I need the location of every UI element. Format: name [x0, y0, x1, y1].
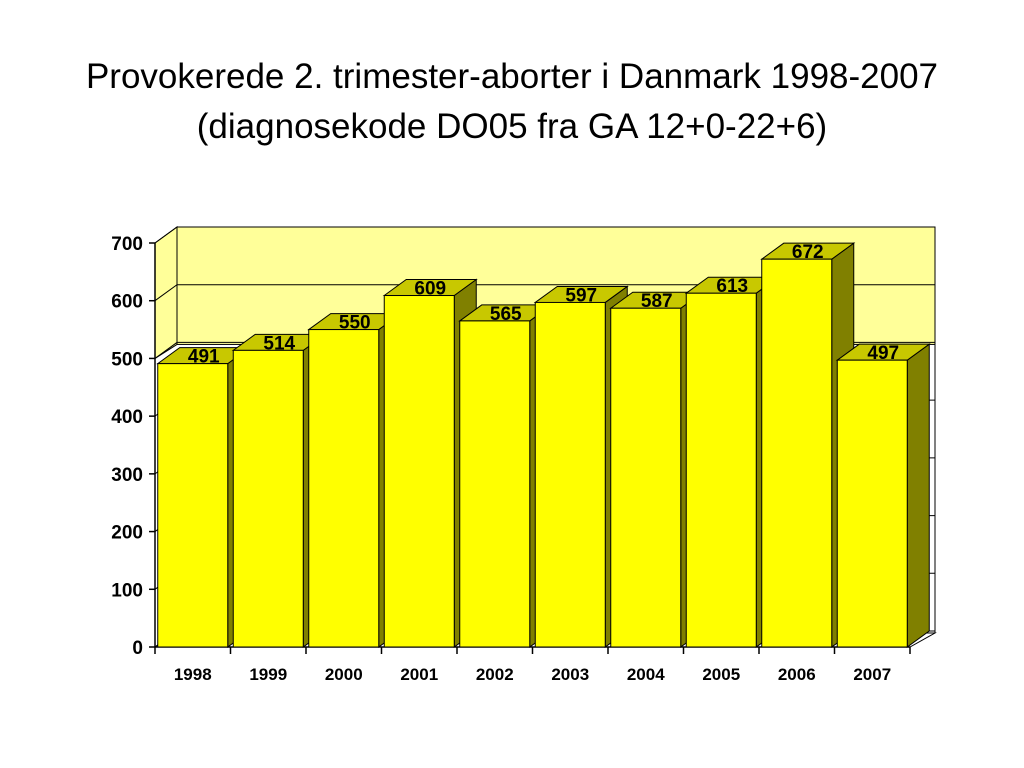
data-label: 587 — [641, 291, 673, 312]
x-tick-label: 2006 — [778, 665, 816, 684]
bar-front — [685, 292, 757, 648]
bar-front — [459, 320, 531, 648]
y-tick-label: 700 — [111, 234, 143, 255]
data-label: 550 — [339, 313, 371, 334]
y-tick-label: 600 — [111, 292, 143, 313]
data-labels: 491 514 550 609 565 597 587 613 672 497 — [188, 242, 899, 367]
data-label: 565 — [490, 304, 522, 325]
bar-front — [534, 301, 606, 648]
bar-front — [836, 359, 908, 648]
x-tick-label: 2000 — [325, 665, 363, 684]
gridline-700 — [154, 226, 935, 244]
gridline-600 — [154, 284, 935, 302]
data-label: 514 — [263, 333, 295, 354]
y-tick-label: 100 — [111, 580, 143, 601]
bar-front — [232, 349, 304, 648]
data-label: 497 — [867, 343, 899, 364]
bar-series — [156, 242, 931, 648]
data-label: 672 — [792, 242, 824, 263]
y-tick-label: 300 — [111, 465, 143, 486]
bar-2001 — [382, 278, 478, 648]
y-tick-label: 200 — [111, 523, 143, 544]
chart-title: Provokerede 2. trimester-aborter i Danma… — [85, 57, 939, 146]
data-label: 609 — [414, 279, 446, 300]
bar-front — [308, 329, 380, 648]
x-axis-ticks: 1998 1999 2000 2001 2002 2003 2004 2005 2006 2007 — [154, 647, 911, 684]
x-tick-label: 2002 — [476, 665, 514, 684]
bar-side — [906, 343, 930, 648]
x-tick-label: 1999 — [249, 665, 287, 684]
data-label: 597 — [565, 285, 597, 306]
bar-front — [761, 258, 833, 648]
y-tick-label: 500 — [111, 349, 143, 370]
x-tick-label: 2004 — [627, 665, 665, 684]
x-tick-label: 1998 — [174, 665, 212, 684]
data-label: 491 — [188, 347, 220, 368]
data-label: 613 — [716, 276, 748, 297]
bar-front — [157, 363, 229, 648]
bar-front — [383, 295, 455, 648]
x-tick-label: 2003 — [551, 665, 589, 684]
x-tick-label: 2005 — [702, 665, 740, 684]
bar-front — [610, 307, 682, 648]
y-tick-label: 0 — [132, 638, 143, 659]
x-tick-label: 2001 — [400, 665, 438, 684]
x-tick-label: 2007 — [853, 665, 891, 684]
bar-2007 — [835, 343, 931, 648]
y-tick-label: 400 — [111, 407, 143, 428]
y-axis-ticks: 0 100 200 300 400 500 600 700 — [111, 234, 155, 659]
